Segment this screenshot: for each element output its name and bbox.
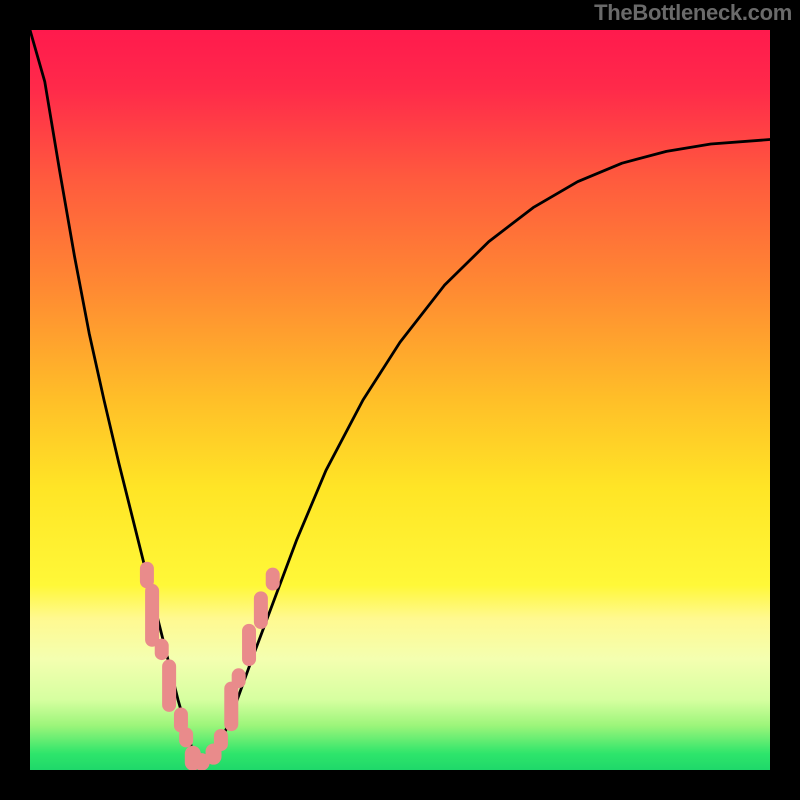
plot-svg bbox=[30, 30, 770, 770]
gradient-background bbox=[30, 30, 770, 770]
plot-frame bbox=[30, 30, 770, 770]
figure-root: TheBottleneck.com bbox=[0, 0, 800, 800]
watermark-text: TheBottleneck.com bbox=[594, 0, 792, 26]
